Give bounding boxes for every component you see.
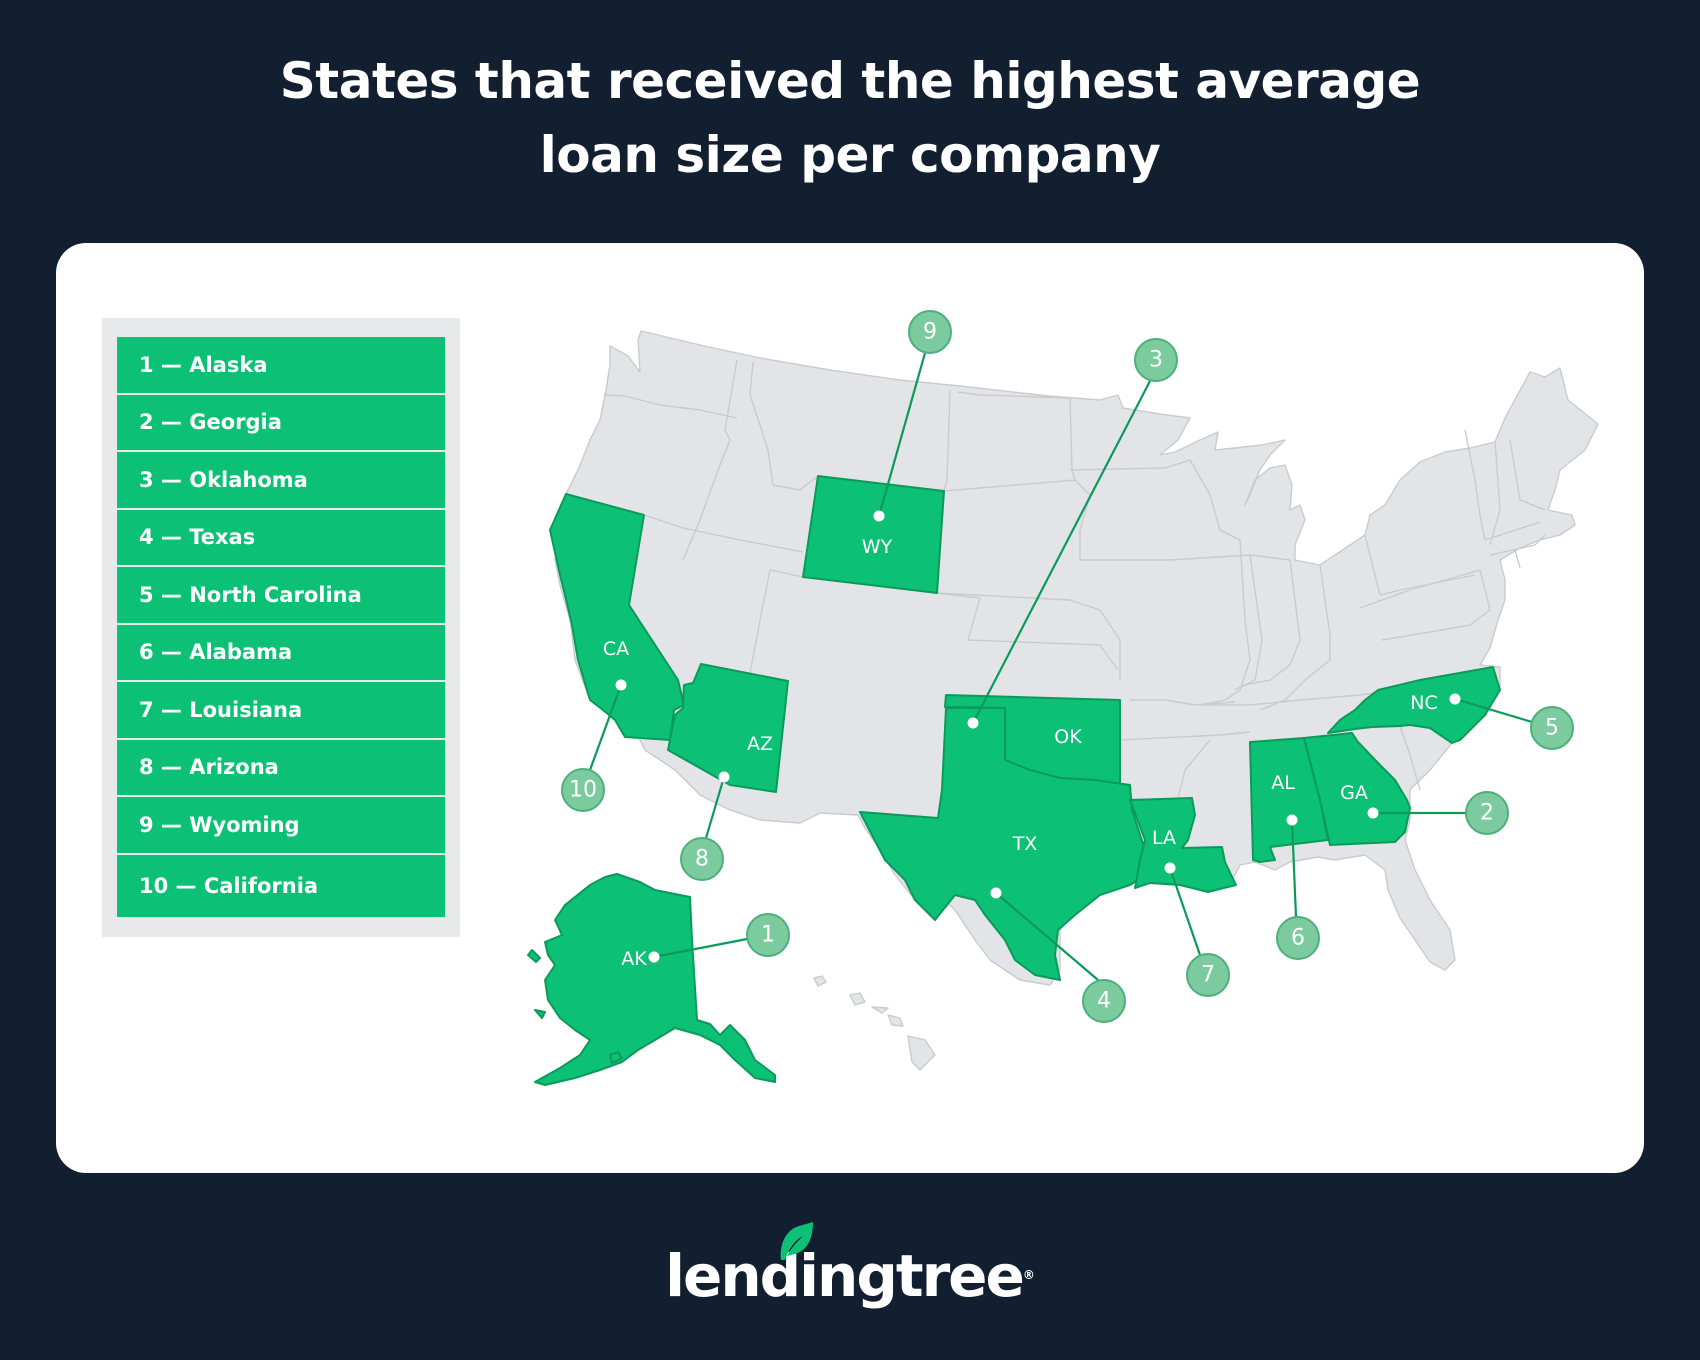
rank-bubble-4: 4 bbox=[1082, 979, 1126, 1023]
legend-item-arizona: 8 — Arizona bbox=[117, 739, 445, 795]
legend-item-georgia: 2 — Georgia bbox=[117, 394, 445, 450]
label-az: AZ bbox=[747, 733, 773, 755]
svg-text:7: 7 bbox=[1201, 963, 1215, 988]
svg-text:2: 2 bbox=[1480, 801, 1494, 826]
rank-bubbles: 1 2 3 4 5 6 7 8 9 10 bbox=[561, 310, 1574, 1023]
rank-bubble-7: 7 bbox=[1186, 953, 1230, 997]
state-louisiana[interactable] bbox=[1129, 797, 1237, 893]
hawaii bbox=[813, 975, 936, 1071]
rank-bubble-1: 1 bbox=[746, 913, 790, 957]
legend-item-wyoming: 9 — Wyoming bbox=[117, 797, 445, 853]
svg-text:8: 8 bbox=[695, 847, 709, 872]
state-arizona[interactable] bbox=[667, 663, 789, 793]
label-ca: CA bbox=[603, 638, 629, 660]
svg-text:4: 4 bbox=[1097, 989, 1111, 1014]
legend-item-california: 10 — California bbox=[117, 854, 445, 917]
rank-bubble-8: 8 bbox=[680, 837, 724, 881]
state-texas[interactable] bbox=[859, 707, 1146, 981]
label-wy: WY bbox=[862, 536, 893, 558]
highlighted-states bbox=[527, 475, 1501, 1086]
label-ga: GA bbox=[1340, 782, 1368, 804]
leaf-icon bbox=[780, 1222, 814, 1260]
legend-item-louisiana: 7 — Louisiana bbox=[117, 682, 445, 738]
svg-text:3: 3 bbox=[1149, 348, 1163, 373]
state-georgia[interactable] bbox=[1303, 732, 1411, 846]
logo-name: lendingtree bbox=[665, 1242, 1025, 1310]
label-la: LA bbox=[1152, 827, 1176, 849]
label-tx: TX bbox=[1012, 833, 1038, 855]
rank-bubble-6: 6 bbox=[1276, 916, 1320, 960]
rank-bubble-5: 5 bbox=[1530, 706, 1574, 750]
state-alaska[interactable] bbox=[534, 873, 776, 1086]
svg-text:1: 1 bbox=[761, 923, 775, 948]
title-line-2: loan size per company bbox=[539, 126, 1161, 184]
svg-text:6: 6 bbox=[1291, 926, 1305, 951]
legend-item-alabama: 6 — Alabama bbox=[117, 624, 445, 680]
label-ak: AK bbox=[621, 948, 647, 970]
leader-lines bbox=[588, 352, 1533, 981]
rank-bubble-10: 10 bbox=[561, 768, 605, 812]
logo-wordmark: lendingtree® bbox=[665, 1222, 1035, 1310]
legend-list: 1 — Alaska 2 — Georgia 3 — Oklahoma 4 — … bbox=[117, 337, 445, 917]
legend-item-north-carolina: 5 — North Carolina bbox=[117, 567, 445, 623]
chart-title: States that received the highest average… bbox=[0, 44, 1700, 192]
svg-text:10: 10 bbox=[569, 778, 597, 803]
registered-mark: ® bbox=[1022, 1268, 1035, 1282]
rank-bubble-3: 3 bbox=[1134, 338, 1178, 382]
title-line-1: States that received the highest average bbox=[279, 52, 1421, 110]
state-borders bbox=[603, 359, 1546, 813]
rank-bubble-9: 9 bbox=[908, 310, 952, 354]
lendingtree-logo: lendingtree® bbox=[0, 1222, 1700, 1310]
legend-item-texas: 4 — Texas bbox=[117, 509, 445, 565]
state-dots bbox=[615, 510, 1461, 963]
state-wyoming[interactable] bbox=[802, 475, 945, 594]
ranking-legend: 1 — Alaska 2 — Georgia 3 — Oklahoma 4 — … bbox=[102, 318, 460, 937]
label-al: AL bbox=[1271, 772, 1295, 794]
legend-item-alaska: 1 — Alaska bbox=[117, 337, 445, 393]
label-nc: NC bbox=[1410, 692, 1437, 714]
legend-item-oklahoma: 3 — Oklahoma bbox=[117, 452, 445, 508]
rank-bubble-2: 2 bbox=[1465, 791, 1509, 835]
state-labels: AK GA OK TX NC AL LA AZ WY CA bbox=[603, 536, 1438, 970]
svg-text:9: 9 bbox=[923, 320, 937, 345]
label-ok: OK bbox=[1054, 726, 1082, 748]
svg-text:5: 5 bbox=[1545, 716, 1559, 741]
state-north-carolina[interactable] bbox=[1327, 666, 1501, 744]
